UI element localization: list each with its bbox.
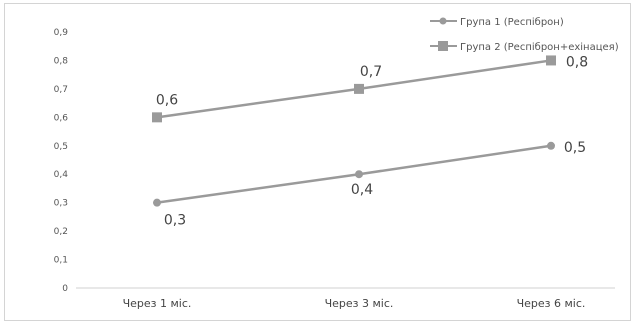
x-category-label: Через 6 міс. [517, 297, 586, 310]
legend-square-marker [438, 41, 448, 51]
data-label: 0,7 [360, 64, 382, 80]
y-tick-label: 0,7 [54, 85, 68, 95]
series-group [152, 55, 556, 207]
y-tick-label: 0,1 [54, 256, 68, 266]
data-label: 0,4 [351, 182, 373, 198]
x-category-label: Через 3 міс. [325, 297, 394, 310]
y-tick-label: 0,9 [54, 28, 69, 38]
data-point-square [152, 112, 162, 123]
y-tick-label: 0 [62, 284, 68, 294]
data-point-circle [153, 198, 161, 207]
x-axis-categories: Через 1 міс. Через 3 міс. Через 6 міс. [123, 297, 586, 310]
y-tick-label: 0,5 [54, 142, 68, 152]
y-tick-label: 0,8 [54, 56, 69, 66]
legend-label: Група 1 (Респіброн) [460, 16, 564, 28]
data-point-square [546, 55, 556, 66]
y-tick-label: 0,4 [54, 170, 69, 180]
legend: Група 1 (Респіброн) Група 2 (Респіброн+ех… [430, 16, 619, 53]
y-axis-ticks: 0 0,1 0,2 0,3 0,4 0,5 0,6 0,7 0,8 0,9 [54, 28, 69, 294]
data-point-circle [547, 141, 555, 150]
data-label: 0,8 [566, 54, 588, 70]
data-label: 0,3 [164, 213, 186, 229]
legend-label: Група 2 (Респіброн+ехінацея) [460, 41, 619, 53]
y-tick-label: 0,3 [54, 199, 68, 209]
y-tick-label: 0,6 [54, 113, 69, 123]
data-point-square [354, 83, 364, 94]
data-point-circle [355, 170, 363, 179]
data-labels: 0,3 0,4 0,5 0,6 0,7 0,8 [156, 54, 588, 228]
data-label: 0,6 [156, 92, 178, 108]
x-category-label: Через 1 міс. [123, 297, 192, 310]
data-label: 0,5 [564, 140, 586, 156]
chart-frame [4, 3, 631, 321]
y-tick-label: 0,2 [54, 227, 68, 237]
legend-circle-marker [439, 17, 447, 25]
